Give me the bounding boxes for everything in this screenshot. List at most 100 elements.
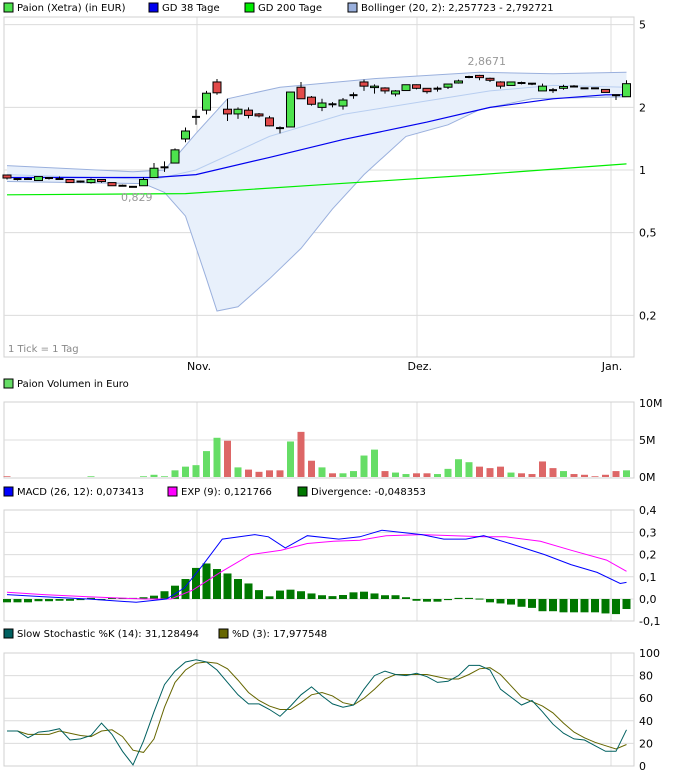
divergence-bar <box>570 599 578 613</box>
candle <box>265 117 274 127</box>
candle <box>139 179 148 187</box>
volume-bar <box>392 472 399 477</box>
volume-bar <box>360 455 368 477</box>
candle <box>149 167 159 179</box>
y-tick-label: 0,5 <box>639 227 657 240</box>
volume-bar <box>234 467 242 477</box>
legend-swatch-gd38 <box>148 2 159 13</box>
x-tick-label: Dez. <box>408 360 433 373</box>
volume-bar <box>318 467 326 477</box>
divergence-bar <box>234 579 242 599</box>
candle <box>170 149 180 164</box>
panel-frame <box>3 16 635 358</box>
volume-bar <box>434 474 441 477</box>
gd38-line <box>7 94 627 179</box>
y-tick-label: 5 <box>639 19 646 32</box>
divergence-bar <box>349 592 358 599</box>
divergence-bar <box>276 590 284 599</box>
divergence-bar <box>591 599 599 613</box>
divergence-bar <box>45 599 53 602</box>
panel-frame <box>3 509 635 622</box>
divergence-bar <box>297 591 305 599</box>
volume-bar <box>350 471 357 477</box>
volume-bar <box>329 473 336 477</box>
price-annotation: 0,829 <box>121 191 153 204</box>
candle <box>212 81 222 94</box>
divergence-bar <box>13 599 22 603</box>
stoch-d-line <box>7 661 627 753</box>
volume-bar <box>465 462 473 477</box>
divergence-bar <box>66 599 74 601</box>
divergence-bar <box>360 591 368 599</box>
volume-bar <box>308 460 315 477</box>
y-tick-label: 40 <box>639 715 653 728</box>
volume-bar <box>539 461 546 477</box>
legend-swatch-volume <box>3 378 14 389</box>
volume-bar <box>381 471 389 477</box>
volume-bar <box>549 468 557 477</box>
divergence-bar <box>24 599 32 603</box>
exp-line <box>6 534 627 600</box>
volume-bar <box>182 466 189 477</box>
panel-frame <box>3 652 635 767</box>
volume-bar <box>140 476 147 477</box>
bollinger-upper-line <box>6 71 627 173</box>
divergence-bar <box>622 599 631 609</box>
divergence-bar <box>255 590 263 599</box>
divergence-bar <box>486 599 494 603</box>
candle <box>422 87 432 93</box>
volume-bar <box>402 474 410 477</box>
candle <box>86 179 96 184</box>
y-tick-label: 5M <box>639 434 656 447</box>
y-tick-label: 0,2 <box>639 309 657 322</box>
candle <box>338 99 348 107</box>
divergence-bar <box>454 597 463 599</box>
divergence-bar <box>444 599 452 601</box>
candle <box>2 174 12 179</box>
legend-swatch-divergence <box>297 486 308 497</box>
volume-bar <box>423 473 431 477</box>
candle <box>496 81 505 87</box>
divergence-bar <box>423 599 431 602</box>
price-annotation: 2,8671 <box>468 55 507 68</box>
y-tick-label: 0,3 <box>639 526 657 539</box>
volume-bar <box>276 470 284 477</box>
volume-bar <box>497 466 504 477</box>
divergence-bar <box>475 598 484 600</box>
legend-macd: MACD (26, 12): 0,073413 <box>17 487 144 498</box>
volume-bar <box>3 476 11 477</box>
y-tick-label: 0,4 <box>639 504 657 517</box>
macd-line <box>6 529 627 603</box>
candle <box>443 83 453 88</box>
volume-bar <box>213 437 221 477</box>
volume-bar <box>476 466 483 477</box>
legend-volume: Paion Volumen in Euro <box>17 379 129 390</box>
volume-bar <box>255 471 263 477</box>
divergence-bar <box>160 591 169 599</box>
divergence-bar <box>601 599 610 614</box>
tick-note: 1 Tick = 1 Tag <box>8 344 79 355</box>
divergence-bar <box>171 585 179 599</box>
bollinger-lower-line <box>6 96 627 312</box>
candle <box>223 108 232 115</box>
y-tick-label: 60 <box>639 692 653 705</box>
stochastic-legend: Slow Stochastic %K (14): 31,128494 %D (3… <box>3 628 327 640</box>
legend-swatch-bollinger <box>347 2 358 13</box>
volume-bar <box>203 451 210 477</box>
volume-bar <box>528 474 536 477</box>
divergence-bar <box>265 596 274 599</box>
divergence-bar <box>328 596 337 599</box>
legend-swatch-macd <box>3 486 14 497</box>
volume-bar <box>287 441 294 477</box>
candle <box>296 86 306 100</box>
divergence-bar <box>496 599 505 604</box>
candle <box>307 96 316 105</box>
candle <box>65 179 75 184</box>
candle <box>454 80 463 84</box>
volume-bar <box>581 474 588 477</box>
volume-bar <box>486 468 494 477</box>
candle <box>601 88 610 93</box>
y-tick-label: 0,1 <box>639 571 657 584</box>
x-tick-label: Nov. <box>187 360 211 373</box>
